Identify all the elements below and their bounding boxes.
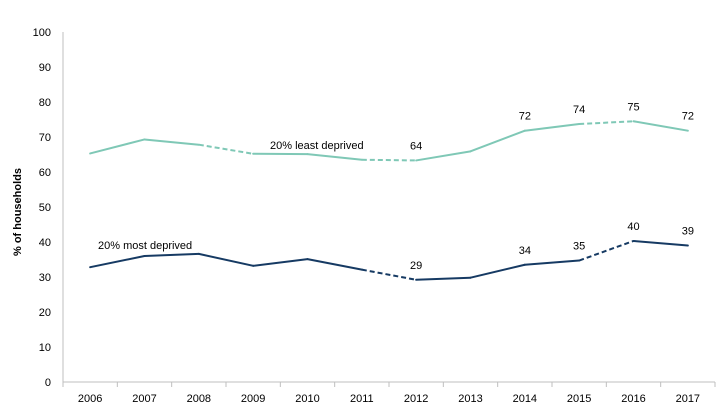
x-tick-label: 2009	[241, 393, 265, 405]
axes	[62, 32, 715, 383]
series-0-segment	[89, 138, 146, 155]
y-tick-label: 40	[39, 237, 51, 249]
series-1-data-label: 29	[410, 260, 422, 272]
series-1-segment	[578, 240, 634, 262]
x-tick-label: 2010	[295, 393, 319, 405]
series-0-segment	[579, 120, 634, 126]
y-tick-label: 50	[39, 202, 51, 214]
series-0-segment	[361, 158, 417, 162]
series-1-segment	[197, 252, 255, 267]
series-1-segment	[89, 255, 146, 269]
y-tick-label: 60	[39, 167, 51, 179]
series-0-data-label: 64	[410, 140, 422, 152]
series-0-segment	[469, 129, 526, 153]
x-tick-label: 2016	[621, 393, 645, 405]
series-lines	[89, 120, 689, 281]
series-1-segment	[523, 259, 581, 266]
x-tick-label: 2014	[513, 393, 537, 405]
series-0-data-label: 72	[682, 111, 694, 123]
series-0-segment	[198, 143, 254, 155]
series-0-segment	[143, 138, 200, 146]
series-0-data-label: 75	[627, 101, 639, 113]
y-tick-label: 10	[39, 342, 51, 354]
series-1-segment	[252, 258, 309, 267]
series-1-segment	[306, 258, 363, 271]
data-labels: 64 72 74 75 72 29 34 35 40 39	[410, 101, 694, 272]
y-axis-title: % of households	[12, 168, 24, 256]
y-tick-label: 100	[33, 27, 51, 39]
series-name-most-deprived: 20% most deprived	[98, 240, 192, 252]
series-0-data-label: 72	[519, 111, 531, 123]
series-name-least-deprived: 20% least deprived	[270, 140, 364, 152]
y-tick-label: 90	[39, 62, 51, 74]
series-1-segment	[469, 263, 526, 279]
series-0-segment	[415, 150, 472, 162]
x-tick-label: 2017	[676, 393, 700, 405]
x-tick-label: 2012	[404, 393, 428, 405]
y-axis-title-group: % of households	[12, 168, 24, 256]
series-1-data-label: 40	[627, 221, 639, 233]
series-0-segment	[523, 123, 581, 132]
y-tick-label: 0	[45, 377, 51, 389]
x-tick-label: 2013	[458, 393, 482, 405]
series-1-data-label: 34	[519, 245, 531, 257]
series-0-segment	[306, 153, 363, 161]
y-tick-label: 80	[39, 97, 51, 109]
series-0-segment	[632, 120, 689, 132]
y-tick-label: 70	[39, 132, 51, 144]
series-1-segment	[361, 268, 417, 281]
series-1-segment	[632, 239, 689, 247]
x-tick-label: 2008	[187, 393, 211, 405]
x-tick-label: 2011	[350, 393, 374, 405]
series-1-segment	[415, 276, 472, 281]
x-tick-label: 2007	[132, 393, 156, 405]
series-0-data-label: 74	[573, 104, 585, 116]
x-axis-ticks: 2006 2007 2008 2009 2010 2011 2012 2013 2014 2015…	[62, 382, 716, 405]
x-tick-label: 2015	[567, 393, 591, 405]
y-tick-label: 20	[39, 307, 51, 319]
series-1-segment	[143, 252, 200, 257]
series-1-data-label: 35	[573, 241, 585, 253]
y-tick-label: 30	[39, 272, 51, 284]
y-axis-ticks: 0 10 20 30 40 50 60 70 80 90 100	[33, 27, 51, 389]
x-tick-label: 2006	[78, 393, 102, 405]
series-name-labels: 20% least deprived 20% most deprived	[98, 140, 364, 252]
series-1-data-label: 39	[682, 226, 694, 238]
